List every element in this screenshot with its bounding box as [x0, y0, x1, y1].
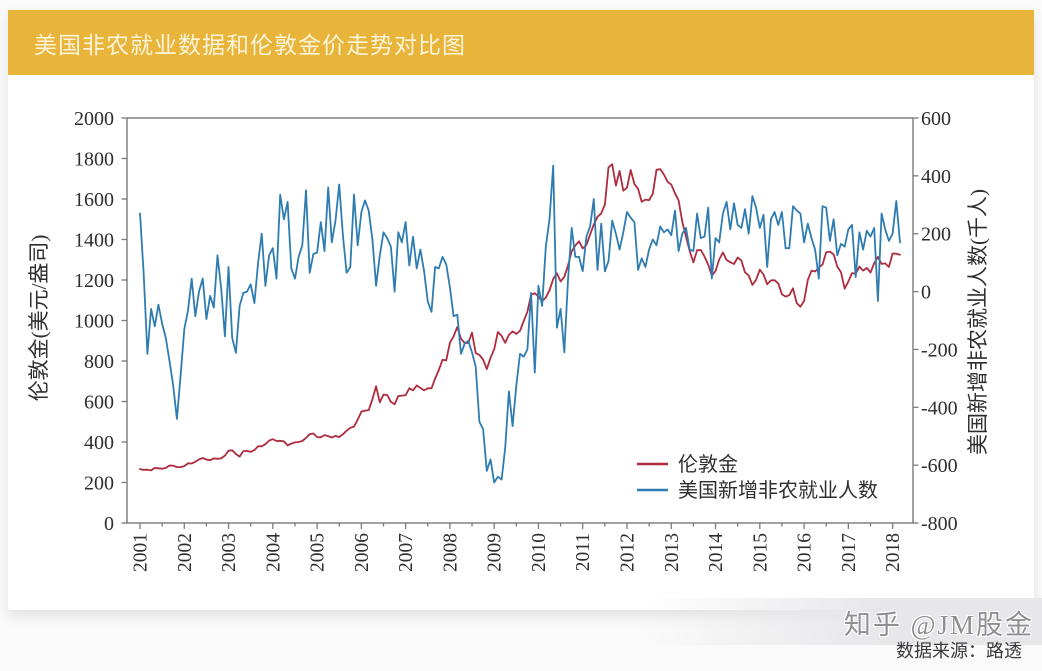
nonfarm-payrolls-line [139, 164, 901, 484]
watermark-band [642, 598, 1042, 645]
right-axis-tick-label: -800 [921, 513, 958, 535]
x-axis-year-label: 2007 [396, 533, 417, 572]
legend-payrolls-label: 美国新增非农就业人数 [678, 479, 878, 502]
x-axis-year-label: 2005 [308, 533, 329, 572]
x-axis-year-label: 2016 [795, 533, 816, 572]
gold-price-line [139, 163, 901, 472]
legend: 伦敦金 美国新增非农就业人数 [637, 453, 878, 502]
x-axis-year-label: 2001 [131, 533, 152, 572]
right-axis-tick-label: 400 [921, 166, 951, 188]
chart-card [8, 10, 1034, 610]
x-axis-year-label: 2011 [573, 533, 594, 571]
x-axis-year-label: 2010 [529, 533, 550, 572]
right-axis-tick-label: 200 [921, 224, 951, 246]
right-axis-tick-label: -400 [921, 397, 958, 419]
x-axis-year-label: 2013 [662, 533, 683, 572]
left-axis-tick-label: 200 [84, 473, 114, 495]
x-axis-year-label: 2015 [750, 533, 771, 572]
title-bar: 美国非农就业数据和伦敦金价走势对比图 [8, 10, 1034, 75]
x-axis-year-label: 2014 [706, 533, 727, 572]
x-axis-year-label: 2009 [485, 533, 506, 572]
left-axis-tick-label: 600 [84, 392, 114, 414]
watermark: 知乎 @JM股金 [843, 610, 1034, 640]
left-axis-tick-label: 1800 [74, 149, 114, 171]
left-axis-tick-label: 800 [84, 351, 114, 373]
right-axis-tick-label: 600 [921, 108, 951, 130]
left-axis-tick-label: 0 [104, 513, 114, 535]
left-axis-tick-label: 2000 [74, 108, 114, 130]
left-axis-tick-label: 1000 [74, 311, 114, 333]
x-axis-year-label: 2002 [175, 533, 196, 572]
left-axis-tick-label: 1200 [74, 270, 114, 292]
right-axis-tick-label: -600 [921, 455, 958, 477]
left-axis-tick-label: 1400 [74, 230, 114, 252]
x-axis-year-label: 2018 [883, 533, 904, 572]
left-axis-tick-label: 400 [84, 432, 114, 454]
x-axis-year-label: 2008 [440, 533, 461, 572]
x-axis-year-label: 2003 [219, 533, 240, 572]
data-source-note: 数据来源：路透 [896, 641, 1022, 661]
x-axis-year-label: 2012 [617, 533, 638, 572]
left-axis-title: 伦敦金(美元/盎司) [27, 235, 51, 402]
x-axis-year-label: 2006 [352, 533, 373, 572]
left-axis-tick-label: 1600 [74, 189, 114, 211]
plot-border [126, 117, 914, 524]
x-axis-year-label: 2017 [839, 533, 860, 572]
legend-gold-label: 伦敦金 [678, 453, 738, 476]
right-axis-tick-label: 0 [921, 282, 931, 304]
x-axis-year-label: 2004 [263, 533, 284, 572]
right-axis-title: 美国新增非农就业人数(千人) [966, 189, 990, 455]
page-title: 美国非农就业数据和伦敦金价走势对比图 [34, 31, 466, 58]
right-axis-tick-label: -200 [921, 339, 958, 361]
